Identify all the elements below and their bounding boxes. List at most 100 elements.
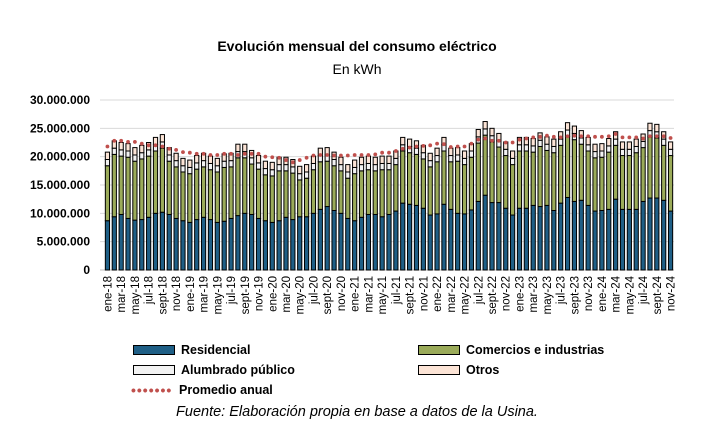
bar-alumbrado — [482, 128, 488, 136]
bar-comercios — [221, 166, 227, 222]
promedio-point — [332, 153, 336, 158]
x-tick-label: nov-23 — [583, 276, 595, 311]
bar-comercios — [503, 155, 509, 209]
promedio-point — [579, 134, 584, 139]
x-tick-label: ene-18 — [102, 276, 114, 312]
bar-comercios — [667, 155, 674, 212]
promedio-point — [181, 150, 185, 155]
bar-alumbrado — [427, 160, 433, 168]
bar-comercios — [448, 161, 454, 210]
bar-alumbrado — [393, 157, 399, 166]
bar-comercios — [661, 144, 667, 201]
promedio-point — [620, 135, 625, 140]
bar-alumbrado — [352, 166, 358, 175]
promedio-point — [208, 153, 213, 157]
bar-otros — [269, 161, 275, 171]
x-tick-label: mar-24 — [611, 275, 623, 312]
bar-otros — [352, 159, 358, 168]
bar-residencial — [503, 207, 509, 271]
bar-otros — [125, 143, 131, 152]
bar-alumbrado — [468, 150, 475, 158]
legend-swatch-residencial — [133, 345, 175, 355]
promedio-point — [352, 153, 357, 157]
promedio-point — [126, 140, 130, 144]
bar-alumbrado — [544, 143, 550, 151]
promedio-point — [476, 137, 481, 142]
bar-residencial — [207, 219, 214, 271]
promedio-point — [668, 136, 673, 140]
y-tick-label: 0 — [83, 263, 90, 277]
bar-comercios — [132, 160, 138, 221]
bar-comercios — [317, 161, 323, 210]
bar-otros — [365, 155, 371, 164]
x-tick-label: may-19 — [212, 276, 224, 314]
bar-residencial — [249, 213, 255, 271]
promedio-point — [565, 134, 570, 139]
x-tick-label: jul-21 — [391, 276, 403, 305]
bar-alumbrado — [413, 147, 420, 155]
bar-alumbrado — [118, 149, 124, 157]
promedio-point — [270, 155, 275, 160]
bar-otros — [510, 150, 516, 159]
y-tick-label: 30.000.000 — [30, 93, 90, 107]
bar-otros — [564, 122, 571, 131]
y-tick-label: 20.000.000 — [30, 150, 90, 164]
bar-otros — [530, 138, 536, 147]
bar-comercios — [139, 158, 145, 221]
chart-subtitle: En kWh — [332, 61, 382, 77]
x-tick-label: mar-18 — [116, 276, 128, 312]
bar-comercios — [461, 164, 468, 215]
x-tick-label: may-20 — [295, 276, 307, 314]
bar-alumbrado — [434, 155, 440, 163]
bar-otros — [118, 142, 124, 151]
bar-residencial — [358, 216, 365, 271]
bar-alumbrado — [585, 144, 591, 152]
bar-residencial — [654, 197, 660, 271]
legend-swatch-comercios — [418, 345, 460, 355]
promedio-point — [146, 143, 151, 148]
bar-alumbrado — [530, 145, 536, 153]
bar-residencial — [564, 196, 571, 271]
bar-residencial — [578, 199, 584, 271]
x-tick-label: mar-20 — [281, 276, 293, 312]
promedio-point — [599, 134, 604, 139]
bar-residencial — [592, 210, 598, 271]
bar-comercios — [571, 139, 578, 202]
bar-residencial — [455, 212, 461, 271]
bar-comercios — [427, 166, 433, 216]
bar-residencial — [228, 217, 234, 271]
promedio-point — [572, 133, 577, 138]
bar-alumbrado — [269, 169, 275, 177]
promedio-point — [641, 136, 645, 141]
promedio-point — [249, 151, 254, 156]
bar-alumbrado — [262, 168, 268, 176]
bar-comercios — [338, 170, 344, 214]
promedio-point — [153, 143, 158, 148]
promedio-point — [545, 133, 549, 138]
x-tick-label: ene-20 — [267, 276, 279, 312]
promedio-point — [654, 134, 659, 139]
promedio-point — [187, 150, 192, 155]
bar-otros — [372, 156, 378, 166]
promedio-point — [256, 151, 261, 156]
promedio-point — [531, 135, 536, 140]
promedio-point — [483, 136, 488, 141]
legend-item-comercios: Comercios e industrias — [418, 343, 604, 357]
bar-residencial — [475, 200, 481, 271]
bar-otros — [475, 128, 481, 138]
bar-residencial — [407, 203, 413, 271]
bar-comercios — [358, 170, 365, 218]
x-tick-label: jul-20 — [308, 276, 320, 305]
bar-alumbrado — [345, 171, 351, 179]
bar-residencial — [242, 212, 248, 271]
bar-residencial — [537, 206, 543, 271]
bar-comercios — [324, 160, 330, 208]
bar-alumbrado — [386, 162, 392, 171]
bar-residencial — [633, 208, 639, 271]
bar-comercios — [613, 144, 619, 200]
bar-otros — [207, 155, 214, 164]
bar-alumbrado — [331, 159, 337, 167]
bar-comercios — [125, 156, 131, 219]
bar-comercios — [496, 146, 502, 204]
